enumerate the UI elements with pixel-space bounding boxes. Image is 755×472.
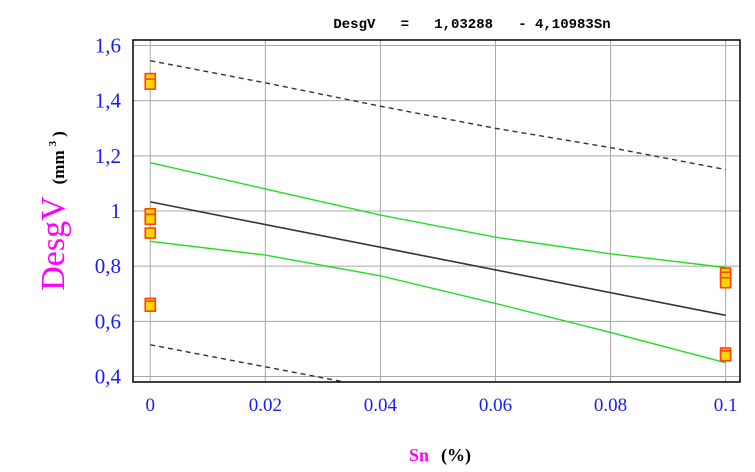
y-tick-label: 1,2	[95, 144, 121, 168]
y-tick-label: 1	[111, 199, 122, 223]
x-axis-label-main: Sn	[409, 445, 429, 465]
svg-text:DesgV (mm 3: DesgV (mm 3 )	[35, 131, 72, 291]
fit-line-line	[150, 201, 726, 317]
y-axis-label-unit-superscript: 3	[47, 140, 59, 146]
series-lines	[150, 60, 726, 382]
data-points	[144, 72, 732, 362]
data-point-marker	[144, 300, 157, 312]
y-axis-label-main: DesgV	[35, 196, 72, 291]
y-tick-label: 0,8	[95, 254, 121, 278]
x-tick-label: 0.06	[479, 395, 512, 416]
y-axis-label-unit-close: )	[49, 131, 68, 137]
x-tick-label: 0.08	[594, 395, 627, 416]
y-axis-title: DesgV (mm 3 )	[35, 131, 72, 291]
data-point-marker	[144, 227, 157, 239]
y-tick-label: 0,6	[95, 309, 121, 333]
y-axis-tick-labels: 0,4 0,6 0,8 1 1,2 1,4 1,6	[95, 34, 122, 389]
plot-frame	[132, 39, 741, 383]
y-axis-label-unit: (mm	[49, 150, 68, 184]
y-tick-label: 1,4	[95, 89, 122, 113]
y-tick-label: 0,4	[95, 364, 122, 388]
chart-title: DesgV = 1,03288 - 4,10983Sn	[333, 17, 610, 33]
x-axis-label-unit: (%)	[441, 445, 471, 466]
x-tick-label: 0.04	[364, 395, 398, 416]
x-tick-label: 0.02	[249, 395, 282, 416]
y-tick-label: 1,6	[95, 34, 121, 58]
data-point-marker	[719, 276, 732, 289]
prediction-limit-line	[150, 60, 726, 171]
confidence-limit-line	[150, 162, 726, 269]
x-tick-label: 0	[146, 395, 156, 416]
x-axis-title: Sn (%)	[409, 445, 471, 466]
data-point-marker	[144, 213, 157, 226]
data-point-marker	[144, 78, 157, 90]
data-point-marker	[719, 349, 732, 362]
prediction-limit-line	[150, 344, 349, 382]
x-tick-label: 0.1	[714, 395, 738, 416]
confidence-limit-line	[150, 240, 726, 364]
x-axis-tick-labels: 0 0.02 0.04 0.06 0.08 0.1	[146, 395, 738, 416]
grid-lines	[133, 40, 740, 382]
